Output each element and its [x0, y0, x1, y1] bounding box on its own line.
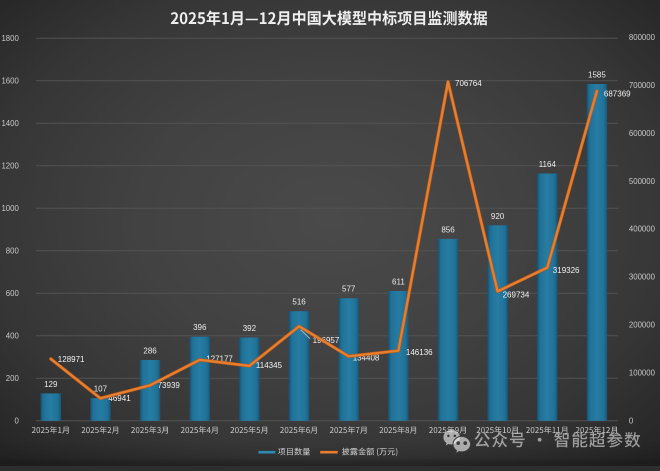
svg-text:1600: 1600	[1, 77, 19, 86]
svg-text:269734: 269734	[503, 290, 530, 299]
svg-text:920: 920	[491, 212, 505, 221]
svg-text:706764: 706764	[455, 79, 482, 88]
svg-text:1164: 1164	[539, 160, 557, 169]
svg-text:300000: 300000	[629, 273, 656, 282]
svg-text:127177: 127177	[206, 355, 233, 364]
svg-text:500000: 500000	[629, 177, 656, 186]
svg-text:200: 200	[6, 374, 20, 383]
svg-text:0: 0	[14, 417, 19, 426]
svg-text:114345: 114345	[256, 361, 283, 370]
svg-text:700000: 700000	[629, 81, 656, 90]
svg-text:392: 392	[243, 324, 257, 333]
svg-text:146136: 146136	[406, 348, 433, 357]
svg-text:577: 577	[342, 285, 356, 294]
svg-text:516: 516	[292, 298, 306, 307]
svg-text:1585: 1585	[588, 71, 606, 80]
svg-text:0: 0	[629, 417, 634, 426]
svg-text:800: 800	[6, 247, 20, 256]
svg-text:1400: 1400	[1, 119, 19, 128]
svg-text:687369: 687369	[604, 90, 631, 99]
svg-text:286: 286	[143, 347, 157, 356]
svg-text:107: 107	[94, 385, 108, 394]
svg-text:1200: 1200	[1, 162, 19, 171]
svg-text:611: 611	[392, 278, 405, 287]
svg-text:600: 600	[6, 289, 20, 298]
svg-text:396: 396	[193, 323, 207, 332]
svg-text:856: 856	[441, 225, 455, 234]
svg-text:129: 129	[44, 380, 58, 389]
svg-text:600000: 600000	[629, 129, 656, 138]
svg-text:1000: 1000	[1, 204, 19, 213]
svg-text:400: 400	[6, 332, 20, 341]
svg-text:100000: 100000	[629, 369, 656, 378]
svg-text:200000: 200000	[629, 321, 656, 330]
svg-text:128971: 128971	[58, 355, 85, 364]
svg-text:1800: 1800	[1, 34, 19, 43]
svg-text:73939: 73939	[158, 381, 181, 390]
svg-text:196957: 196957	[313, 336, 340, 345]
svg-text:319326: 319326	[553, 266, 580, 275]
svg-text:134408: 134408	[353, 354, 380, 363]
svg-text:400000: 400000	[629, 225, 656, 234]
svg-text:46941: 46941	[108, 394, 131, 403]
svg-text:800000: 800000	[629, 33, 656, 42]
